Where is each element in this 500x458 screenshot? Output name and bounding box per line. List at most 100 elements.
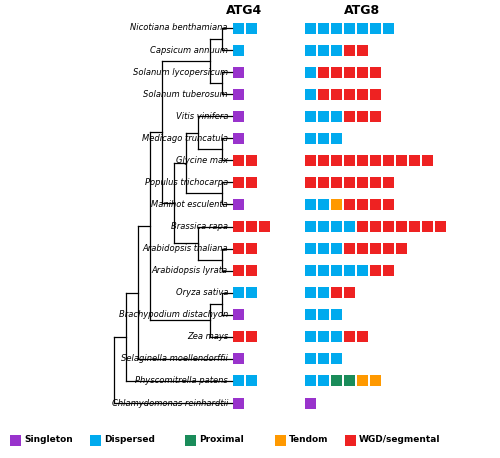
- Bar: [232, 111, 243, 122]
- Bar: [382, 155, 394, 166]
- Bar: [232, 22, 243, 33]
- Bar: [370, 177, 380, 188]
- Bar: [246, 287, 256, 298]
- Bar: [318, 133, 328, 144]
- Bar: [318, 331, 328, 342]
- Text: Zea mays: Zea mays: [187, 333, 228, 341]
- Bar: [232, 66, 243, 77]
- Text: Capsicum annuum: Capsicum annuum: [150, 45, 228, 55]
- Bar: [318, 221, 328, 232]
- Bar: [246, 243, 256, 254]
- Text: Glycine max: Glycine max: [176, 156, 228, 165]
- Bar: [318, 155, 328, 166]
- Bar: [318, 199, 328, 210]
- Text: Solanum lycopersicum: Solanum lycopersicum: [133, 68, 228, 76]
- Text: Tendom: Tendom: [289, 436, 329, 445]
- Bar: [330, 287, 342, 298]
- Bar: [422, 155, 432, 166]
- Bar: [318, 309, 328, 320]
- Bar: [304, 354, 316, 365]
- Bar: [356, 44, 368, 55]
- Bar: [304, 133, 316, 144]
- Bar: [330, 354, 342, 365]
- Bar: [356, 376, 368, 387]
- Text: ATG4: ATG4: [226, 4, 262, 16]
- Bar: [330, 177, 342, 188]
- Bar: [246, 376, 256, 387]
- Bar: [304, 66, 316, 77]
- Bar: [10, 435, 21, 446]
- Bar: [318, 111, 328, 122]
- Bar: [370, 22, 380, 33]
- Text: Dispersed: Dispersed: [104, 436, 155, 445]
- Bar: [408, 155, 420, 166]
- Bar: [370, 221, 380, 232]
- Bar: [382, 199, 394, 210]
- Bar: [318, 354, 328, 365]
- Bar: [356, 199, 368, 210]
- Bar: [304, 44, 316, 55]
- Bar: [304, 221, 316, 232]
- Text: Proximal: Proximal: [199, 436, 244, 445]
- Bar: [304, 22, 316, 33]
- Text: Singleton: Singleton: [24, 436, 73, 445]
- Bar: [318, 376, 328, 387]
- Bar: [232, 177, 243, 188]
- Bar: [344, 221, 354, 232]
- Bar: [382, 221, 394, 232]
- Bar: [246, 155, 256, 166]
- Bar: [344, 22, 354, 33]
- Bar: [344, 89, 354, 100]
- Bar: [344, 287, 354, 298]
- Bar: [304, 287, 316, 298]
- Bar: [318, 22, 328, 33]
- Bar: [232, 376, 243, 387]
- Bar: [318, 66, 328, 77]
- Bar: [246, 177, 256, 188]
- Bar: [382, 243, 394, 254]
- Text: ATG8: ATG8: [344, 4, 380, 16]
- Bar: [330, 199, 342, 210]
- Bar: [344, 331, 354, 342]
- Bar: [330, 44, 342, 55]
- Bar: [318, 177, 328, 188]
- Bar: [330, 22, 342, 33]
- Bar: [330, 155, 342, 166]
- Bar: [232, 243, 243, 254]
- Bar: [356, 243, 368, 254]
- Text: Brachypodium distachyon: Brachypodium distachyon: [119, 310, 228, 319]
- Bar: [304, 376, 316, 387]
- Bar: [356, 221, 368, 232]
- Bar: [422, 221, 432, 232]
- Bar: [304, 309, 316, 320]
- Text: Nicotiana benthamiana: Nicotiana benthamiana: [130, 23, 228, 33]
- Text: Brassica rapa: Brassica rapa: [171, 222, 228, 231]
- Bar: [344, 66, 354, 77]
- Text: Chlamydomonas reinhardtii: Chlamydomonas reinhardtii: [112, 398, 228, 408]
- Bar: [330, 133, 342, 144]
- Bar: [396, 155, 406, 166]
- Bar: [304, 89, 316, 100]
- Bar: [318, 243, 328, 254]
- Text: Medicago truncatula: Medicago truncatula: [142, 134, 228, 143]
- Bar: [304, 199, 316, 210]
- Bar: [246, 331, 256, 342]
- Bar: [330, 66, 342, 77]
- Bar: [232, 398, 243, 409]
- Bar: [356, 331, 368, 342]
- Bar: [330, 221, 342, 232]
- Bar: [356, 177, 368, 188]
- Bar: [344, 243, 354, 254]
- Bar: [232, 155, 243, 166]
- Bar: [232, 287, 243, 298]
- Bar: [318, 287, 328, 298]
- Bar: [344, 44, 354, 55]
- Text: Arabidopsis lyrata: Arabidopsis lyrata: [152, 266, 228, 275]
- Bar: [232, 309, 243, 320]
- Bar: [304, 398, 316, 409]
- Bar: [232, 354, 243, 365]
- Bar: [246, 22, 256, 33]
- Bar: [304, 155, 316, 166]
- Text: Manihot esculenta: Manihot esculenta: [151, 200, 228, 209]
- Bar: [370, 376, 380, 387]
